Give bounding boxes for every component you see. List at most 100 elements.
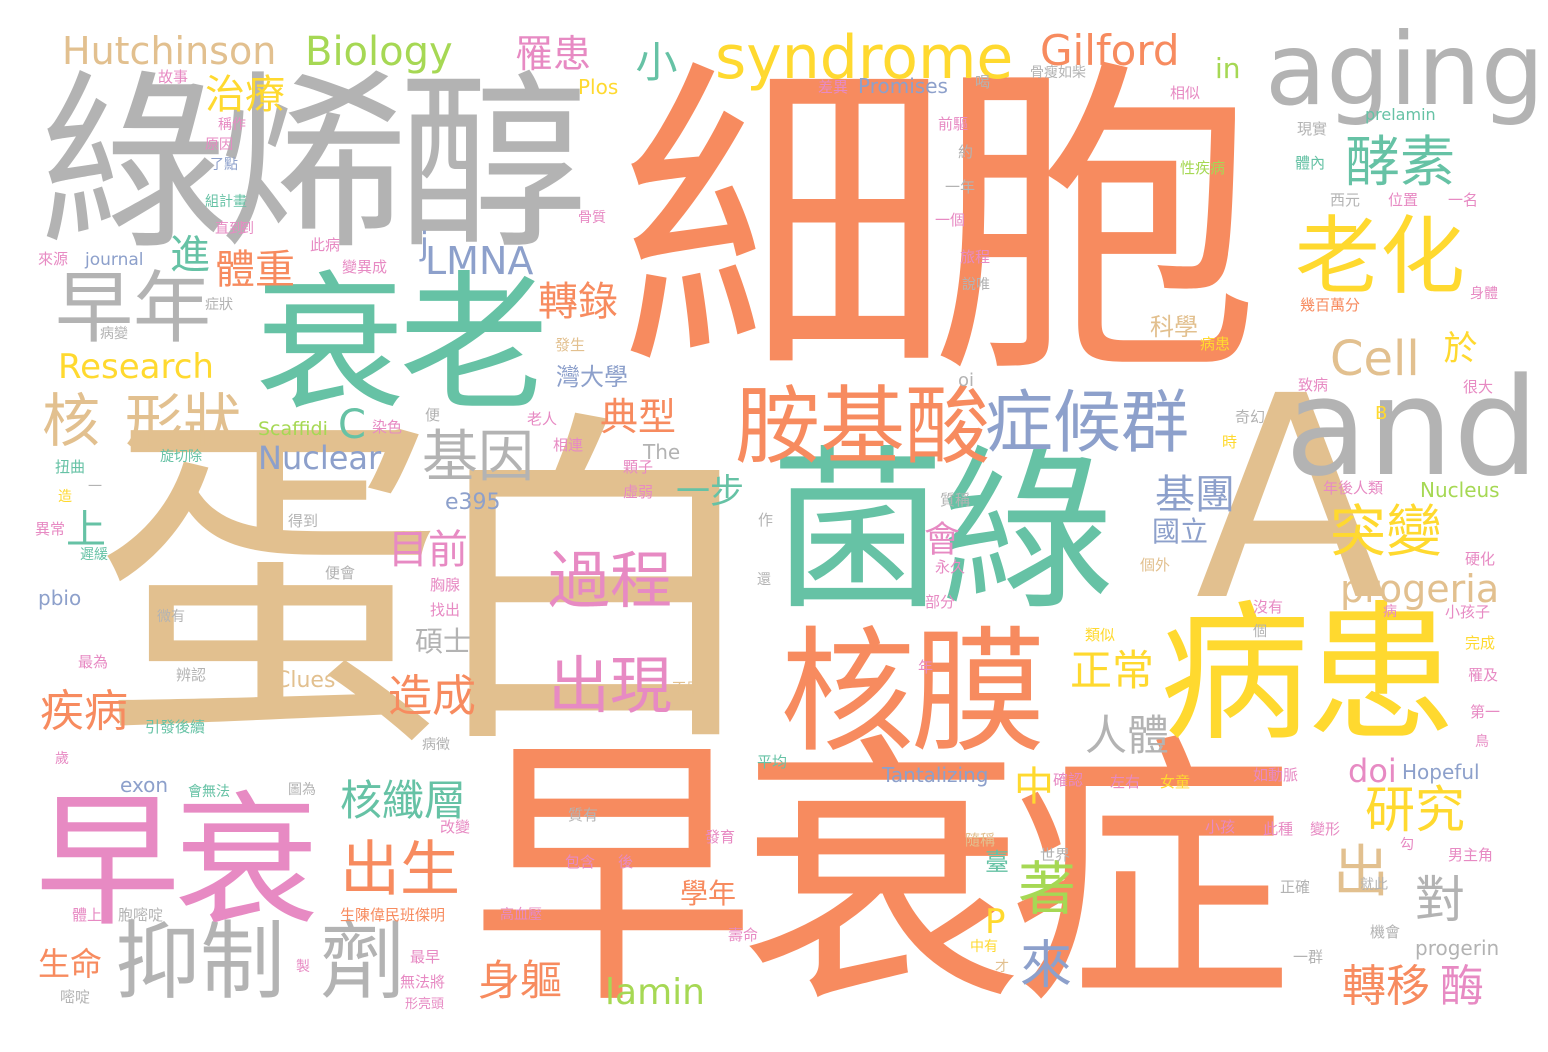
word: Plos xyxy=(578,75,619,99)
word: 出 xyxy=(1333,840,1389,905)
word: 核纖層 xyxy=(340,776,467,825)
word: 機會 xyxy=(1370,923,1401,941)
word: 會無法 xyxy=(188,784,230,800)
word: 中有 xyxy=(970,939,998,955)
word: 症候群 xyxy=(985,384,1190,463)
word: 變異成 xyxy=(342,258,388,276)
word: in xyxy=(1215,52,1241,85)
word: 此種 xyxy=(1263,820,1294,838)
word: 劑 xyxy=(320,913,406,1012)
word: 早年 xyxy=(55,264,212,354)
word: 會 xyxy=(918,520,959,556)
word: 改變 xyxy=(440,818,471,836)
word: 最早 xyxy=(410,948,441,966)
word: 嘧啶 xyxy=(60,988,91,1006)
word: 後 xyxy=(618,853,634,871)
word: 世界 xyxy=(1040,846,1071,864)
word: 老化 xyxy=(1295,208,1466,307)
word: Promises xyxy=(858,74,948,98)
word: 直到 xyxy=(215,221,243,237)
word: Nucleus xyxy=(1420,478,1500,502)
word: 包含 xyxy=(565,853,596,871)
word: 體內 xyxy=(1295,154,1326,172)
word: 了點 xyxy=(210,157,238,173)
word: 蛋白 xyxy=(95,383,769,791)
word: Nuclear xyxy=(258,439,382,477)
word: 變形 xyxy=(1310,820,1341,838)
word: 病患 xyxy=(1200,335,1231,353)
word: 質有 xyxy=(568,806,599,824)
word: 生命 xyxy=(38,945,103,983)
word: 鳥 xyxy=(1475,734,1489,750)
word: LMNA xyxy=(425,239,534,283)
word: 扭曲 xyxy=(55,458,86,476)
word: 胺基酸 xyxy=(735,378,991,477)
word: 胸腺 xyxy=(430,576,461,594)
word: 一年 xyxy=(945,178,976,196)
word: lamin xyxy=(605,972,705,1013)
word: 骨質 xyxy=(578,210,606,226)
word: 體上 xyxy=(72,906,103,924)
word: 骨瘦如柴 xyxy=(1030,65,1086,81)
word: 女童 xyxy=(1160,773,1191,791)
word: 最為 xyxy=(78,653,109,671)
word: 歲 xyxy=(55,751,69,767)
word: 圖為 xyxy=(288,782,316,798)
word: 壽命 xyxy=(728,926,759,944)
word: Scaffidi xyxy=(258,418,328,440)
word: 罹及 xyxy=(1468,666,1499,684)
word: 來源 xyxy=(38,250,69,268)
word: 稱作 xyxy=(218,117,246,133)
word: 小孩子 xyxy=(1445,603,1491,621)
word: 男主角 xyxy=(1448,846,1494,864)
word: B xyxy=(1375,403,1388,424)
word: 菌綠 xyxy=(770,431,1114,634)
word: 遲緩 xyxy=(80,547,108,563)
word: 此病 xyxy=(310,236,341,254)
word: 個外 xyxy=(1140,556,1171,574)
word: 中 xyxy=(1007,765,1053,805)
word: 得到 xyxy=(288,512,319,530)
word: 罹患 xyxy=(515,32,592,76)
word: 碩士 xyxy=(415,625,472,658)
word: 小孩 xyxy=(1205,818,1236,836)
word: oi xyxy=(958,370,975,391)
word: 形亮頭 xyxy=(405,997,445,1012)
word: prelamin xyxy=(1365,105,1436,124)
word: 轉錄 xyxy=(538,279,618,325)
word: 國立 xyxy=(1152,515,1209,548)
word: 小 xyxy=(629,40,678,82)
word: 生陳偉民班傑明 xyxy=(340,906,446,924)
word: 一 xyxy=(88,479,102,495)
word: 病 xyxy=(1383,604,1397,620)
word: 第一 xyxy=(1470,703,1501,721)
word: 類似 xyxy=(1085,626,1116,644)
word: Biology xyxy=(305,29,453,75)
word: 人體 xyxy=(1085,711,1170,760)
word: 勾 xyxy=(1400,837,1414,853)
word: 旋切除 xyxy=(160,449,202,465)
word: progerin xyxy=(1415,936,1500,960)
word: 酶 xyxy=(1440,961,1484,1012)
word: 找出 xyxy=(430,601,461,619)
word: Tantalizing xyxy=(882,763,989,787)
word: 很大 xyxy=(1463,378,1494,396)
word: 對 xyxy=(1415,871,1465,929)
word: 確認 xyxy=(1053,771,1084,789)
word: 西元 xyxy=(1330,191,1361,209)
word: 典型 xyxy=(600,395,677,439)
word: 科學 xyxy=(1150,313,1198,341)
word: 還 xyxy=(757,572,771,588)
word: 沒有 xyxy=(1253,598,1284,616)
word: 如動脈 xyxy=(1253,766,1299,784)
word: 製 xyxy=(296,959,310,975)
word: 一步 xyxy=(676,472,744,512)
word: 造成 xyxy=(388,671,476,722)
word: 出現 xyxy=(548,649,673,722)
word: 異常 xyxy=(35,520,66,538)
word: 疾病 xyxy=(40,686,128,737)
word: 正常 xyxy=(1070,646,1155,695)
word: 硬化 xyxy=(1465,550,1496,568)
word: Cell xyxy=(1330,331,1420,387)
word: 無法將 xyxy=(400,973,446,991)
